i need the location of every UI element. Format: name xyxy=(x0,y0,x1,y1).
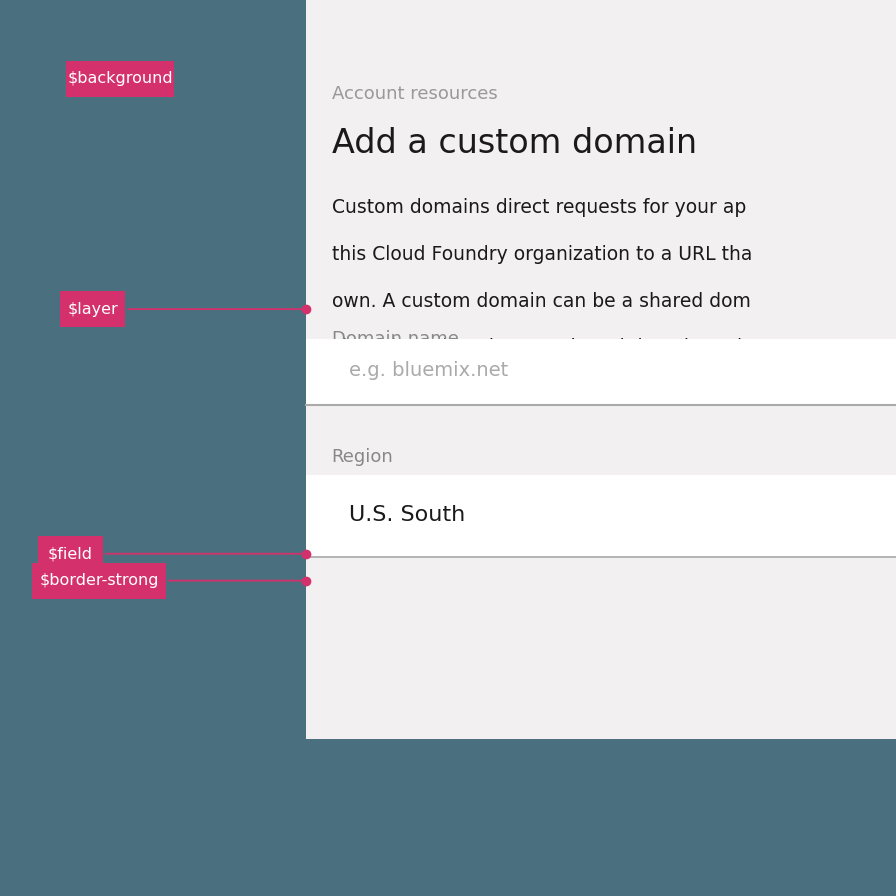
Text: $layer: $layer xyxy=(67,302,118,316)
Text: shared subdomain, or a shared domain and: shared subdomain, or a shared domain and xyxy=(332,338,742,358)
FancyBboxPatch shape xyxy=(60,291,125,327)
FancyBboxPatch shape xyxy=(306,475,896,556)
Text: Add a custom domain: Add a custom domain xyxy=(332,127,697,159)
FancyBboxPatch shape xyxy=(32,563,166,599)
Text: Region: Region xyxy=(332,448,393,466)
FancyBboxPatch shape xyxy=(66,61,174,97)
FancyBboxPatch shape xyxy=(38,536,103,572)
Text: Domain name: Domain name xyxy=(332,330,459,348)
Text: this Cloud Foundry organization to a URL tha: this Cloud Foundry organization to a URL… xyxy=(332,245,752,264)
Text: Account resources: Account resources xyxy=(332,85,497,103)
Text: own. A custom domain can be a shared dom: own. A custom domain can be a shared dom xyxy=(332,291,750,311)
Text: U.S. South: U.S. South xyxy=(349,505,466,525)
Text: Custom domains direct requests for your ap: Custom domains direct requests for your … xyxy=(332,198,745,218)
Text: $field: $field xyxy=(47,547,93,561)
Text: $background: $background xyxy=(67,72,173,86)
FancyBboxPatch shape xyxy=(306,339,896,405)
Text: e.g. bluemix.net: e.g. bluemix.net xyxy=(349,361,509,381)
Text: $border-strong: $border-strong xyxy=(39,573,159,588)
FancyBboxPatch shape xyxy=(306,0,896,739)
